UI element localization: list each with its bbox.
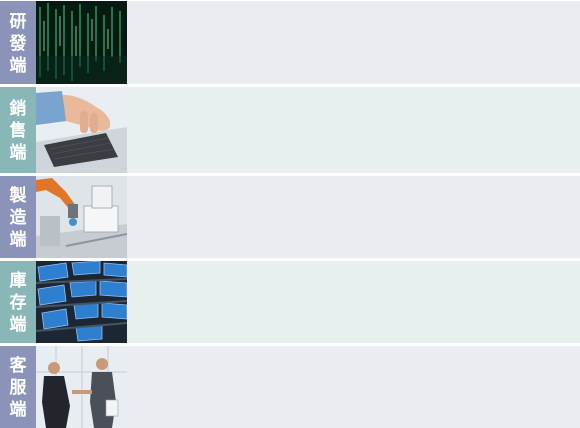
row-label-customer-service: 客 服 端 bbox=[0, 346, 36, 428]
row-label-inventory: 庫 存 端 bbox=[0, 261, 36, 343]
row-label-rd: 研 發 端 bbox=[0, 1, 36, 84]
rd-image bbox=[36, 1, 127, 84]
row-content-sales bbox=[127, 87, 580, 173]
row-manufacturing: 製 造 端 bbox=[0, 176, 580, 258]
sales-image bbox=[36, 87, 127, 173]
row-content-customer-service bbox=[127, 346, 580, 428]
row-customer-service: 客 服 端 bbox=[0, 346, 580, 428]
manufacturing-image bbox=[36, 176, 127, 258]
row-label-manufacturing: 製 造 端 bbox=[0, 176, 36, 258]
row-inventory: 庫 存 端 bbox=[0, 261, 580, 343]
inventory-image bbox=[36, 261, 127, 343]
row-content-inventory bbox=[127, 261, 580, 343]
row-sales: 銷 售 端 bbox=[0, 87, 580, 173]
row-label-sales: 銷 售 端 bbox=[0, 87, 36, 173]
row-content-rd bbox=[127, 1, 580, 84]
row-rd: 研 發 端 bbox=[0, 1, 580, 84]
row-content-manufacturing bbox=[127, 176, 580, 258]
customer-service-image bbox=[36, 346, 127, 428]
